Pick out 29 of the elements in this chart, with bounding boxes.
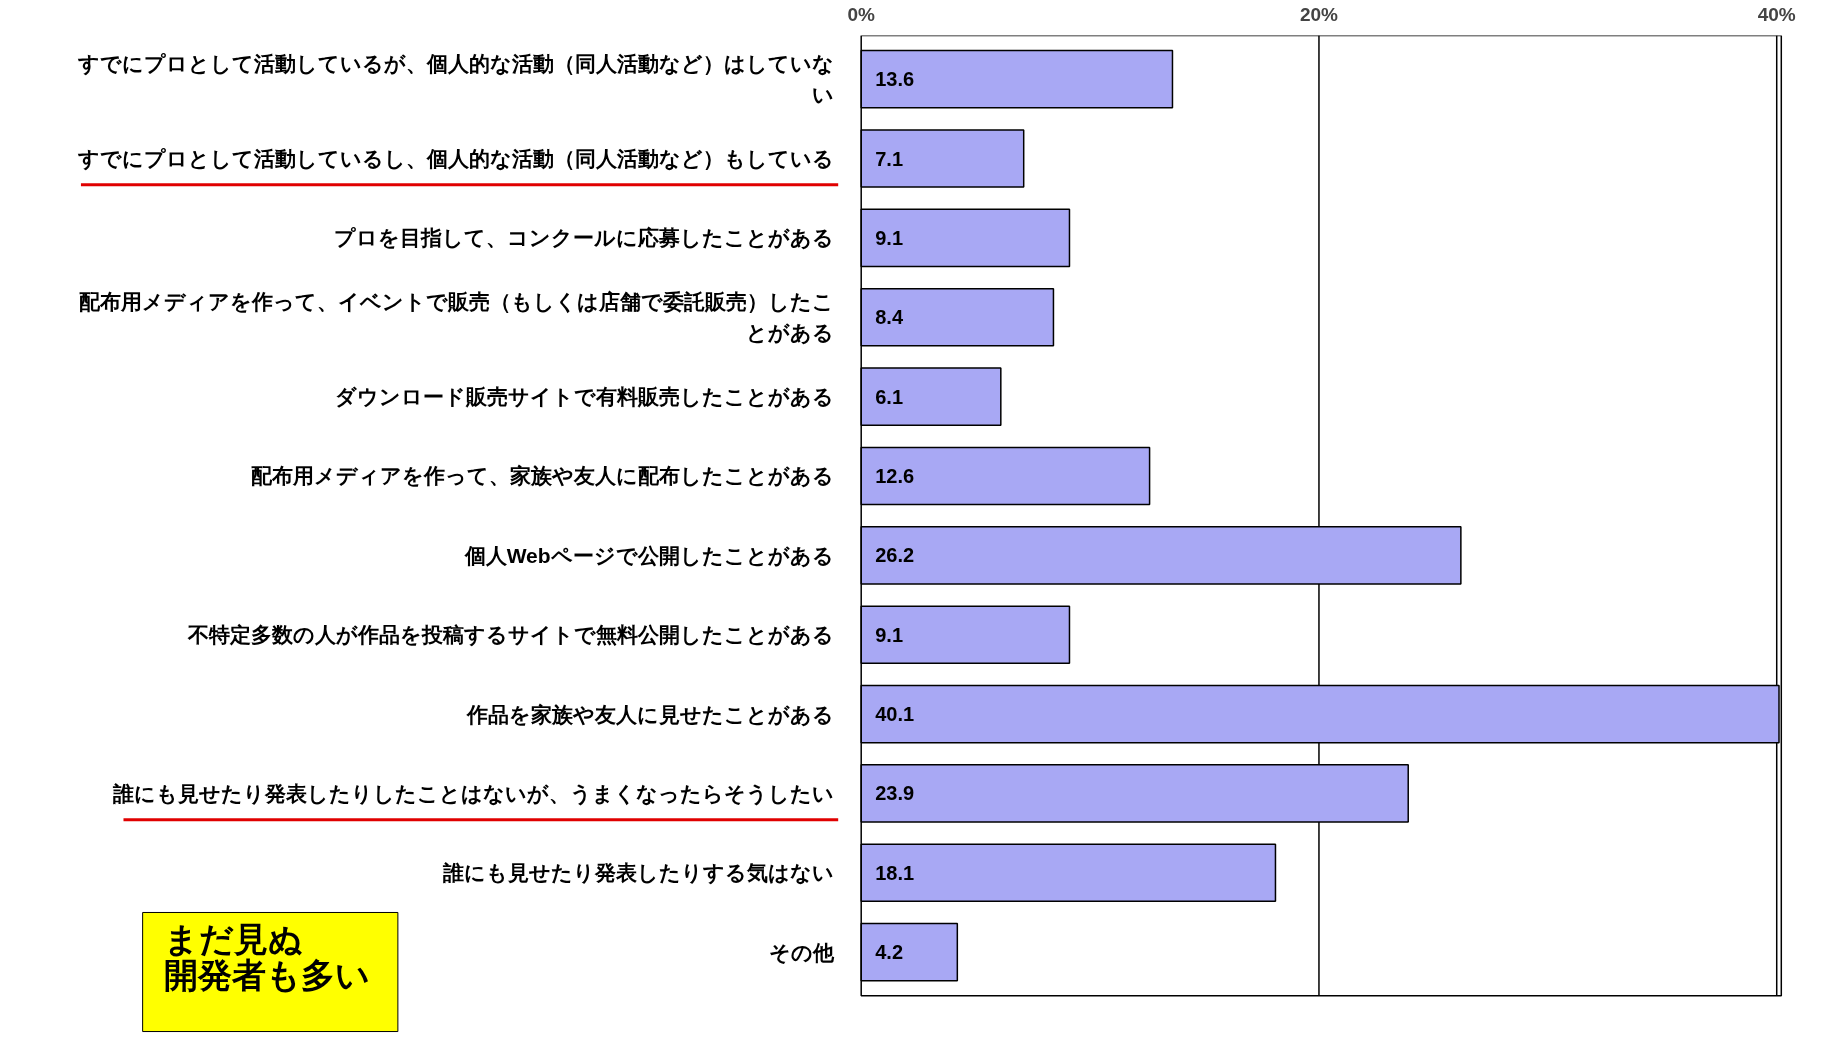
y-tick-label: 不特定多数の人が作品を投稿するサイトで無料公開したことがある bbox=[186, 623, 834, 648]
y-tick-label: プロを目指して、コンクールに応募したことがある bbox=[333, 226, 834, 251]
data-label: 9.1 bbox=[875, 623, 904, 646]
x-tick-label: 0% bbox=[847, 3, 876, 25]
y-tick-label: 個人Webページで公開したことがある bbox=[463, 543, 834, 568]
y-tick-label: 配布用メディアを作って、家族や友人に配布したことがある bbox=[250, 464, 834, 489]
data-label: 6.1 bbox=[875, 385, 904, 408]
y-tick-label: ダウンロード販売サイトで有料販売したことがある bbox=[334, 385, 834, 410]
y-tick-label: すでにプロとして活動しているし、個人的な活動（同人活動など）もしている bbox=[76, 147, 834, 172]
y-tick-label: 配布用メディアを作って、イベントで販売（もしくは店舗で委託販売）したことがある bbox=[78, 290, 834, 346]
y-tick-label: 誰にも見せたり発表したりしたことはないが、うまくなったらそうしたい bbox=[111, 781, 834, 806]
y-tick-label: すでにプロとして活動しているが、個人的な活動（同人活動など）はしていない bbox=[76, 52, 834, 107]
text: 開発者も多い bbox=[163, 956, 370, 995]
y-tick-label: その他 bbox=[768, 940, 835, 964]
data-label: 13.6 bbox=[875, 68, 915, 91]
data-label: 12.6 bbox=[875, 464, 915, 487]
x-tick-label: 20% bbox=[1299, 3, 1339, 25]
y-tick-label: 作品を家族や友人に見せたことがある bbox=[465, 702, 834, 727]
x-tick-label: 40% bbox=[1757, 3, 1796, 25]
data-label: 23.9 bbox=[875, 782, 915, 805]
data-label: 40.1 bbox=[875, 703, 915, 726]
data-label: 7.1 bbox=[875, 147, 904, 170]
data-label: 9.1 bbox=[875, 226, 904, 249]
y-tick-label: 誰にも見せたり発表したりする気はない bbox=[441, 861, 834, 886]
data-label: 18.1 bbox=[875, 861, 915, 884]
text: まだ見ぬ bbox=[163, 920, 303, 959]
data-label: 8.4 bbox=[875, 306, 904, 329]
data-label: 4.2 bbox=[875, 941, 904, 964]
data-label: 26.2 bbox=[875, 544, 915, 567]
